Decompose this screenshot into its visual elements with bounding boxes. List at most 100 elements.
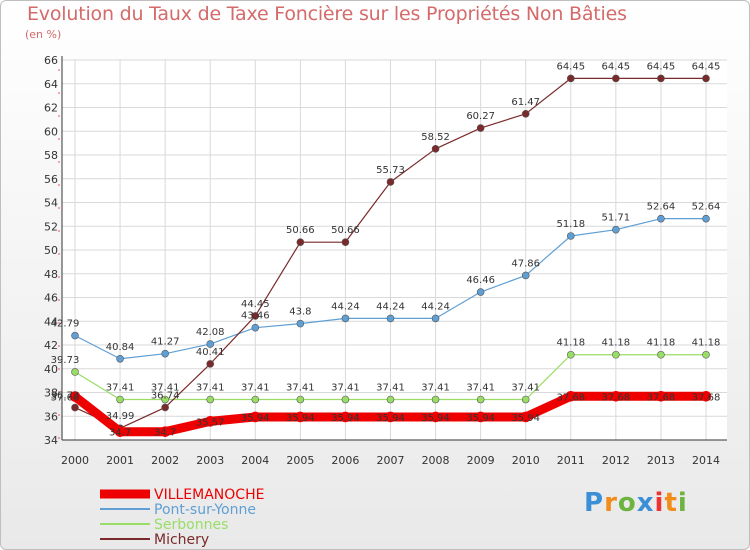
data-point xyxy=(702,350,710,359)
data-point xyxy=(206,395,215,404)
data-label: 34.99 xyxy=(106,411,135,422)
data-label: 36.74 xyxy=(151,390,180,401)
data-label: 52.64 xyxy=(647,202,676,213)
data-point xyxy=(476,288,485,296)
x-tick-label: 2007 xyxy=(377,454,405,467)
data-label: 35.94 xyxy=(466,413,495,424)
data-label: 55.73 xyxy=(376,165,405,176)
data-point xyxy=(341,238,350,246)
data-label: 37.41 xyxy=(421,383,450,394)
x-tick-label: 2006 xyxy=(331,454,359,467)
data-point xyxy=(476,124,485,132)
x-tick-label: 2003 xyxy=(196,454,224,467)
data-label: 51.18 xyxy=(556,219,585,230)
legend-label: Serbonnes xyxy=(154,517,228,533)
data-label: 41.18 xyxy=(602,338,631,349)
x-tick-label: 2011 xyxy=(557,454,585,467)
x-tick-label: 2000 xyxy=(61,454,89,467)
x-tick-label: 2008 xyxy=(422,454,450,467)
data-point xyxy=(657,74,665,83)
data-point xyxy=(702,214,710,223)
legend-label: Michery xyxy=(154,532,209,548)
data-label: 44.24 xyxy=(421,301,450,312)
data-point xyxy=(116,354,124,363)
data-point xyxy=(251,312,260,320)
data-label: 64.45 xyxy=(602,61,631,72)
data-label: 41.18 xyxy=(692,338,721,349)
data-point xyxy=(204,416,216,427)
y-tick-label: 50 xyxy=(44,244,58,257)
data-label: 39.73 xyxy=(51,355,80,366)
data-label: 60.27 xyxy=(466,111,495,122)
data-label: 42.79 xyxy=(51,319,80,330)
y-tick-label: 44 xyxy=(44,315,58,328)
data-label: 61.47 xyxy=(511,97,540,108)
data-point xyxy=(341,395,350,404)
proxiti-logo: Proxiti xyxy=(584,488,688,518)
data-point xyxy=(114,426,126,437)
x-tick-label: 2012 xyxy=(602,454,630,467)
data-point xyxy=(159,426,171,437)
x-tick-label: 2013 xyxy=(647,454,675,467)
data-point xyxy=(521,109,530,118)
data-label: 64.45 xyxy=(556,61,585,72)
data-label: 35.94 xyxy=(331,413,360,424)
data-label: 37.41 xyxy=(241,383,270,394)
data-label: 43.8 xyxy=(289,307,311,318)
data-label: 42.08 xyxy=(196,327,225,338)
data-point xyxy=(71,403,79,412)
data-label: 41.18 xyxy=(647,338,676,349)
data-point xyxy=(431,314,440,323)
data-point xyxy=(521,395,530,404)
y-tick-label: 38 xyxy=(44,387,58,400)
data-point xyxy=(206,360,215,368)
data-point xyxy=(251,395,260,404)
data-label: 37.68 xyxy=(602,392,631,403)
data-point xyxy=(71,368,79,376)
data-point xyxy=(249,411,261,423)
data-label: 50.66 xyxy=(286,225,315,236)
chart-title: Evolution du Taux de Taxe Foncière sur l… xyxy=(27,3,627,25)
y-tick-label: 36 xyxy=(44,410,58,423)
data-point xyxy=(612,350,620,359)
data-point xyxy=(161,395,169,404)
data-point xyxy=(296,395,305,404)
data-label: 35.94 xyxy=(286,413,315,424)
legend-label: VILLEMANOCHE xyxy=(154,487,264,503)
data-point xyxy=(161,349,169,358)
data-point xyxy=(386,395,395,404)
data-label: 37.41 xyxy=(466,383,495,394)
data-label: 40.84 xyxy=(106,342,135,353)
data-point xyxy=(700,390,712,402)
data-label: 64.45 xyxy=(647,61,676,72)
x-tick-label: 2009 xyxy=(467,454,495,467)
data-label: 35.94 xyxy=(241,413,270,424)
data-point xyxy=(612,74,620,83)
y-tick-label: 46 xyxy=(44,292,58,305)
y-tick-label: 62 xyxy=(44,102,58,115)
data-label: 37.41 xyxy=(196,383,225,394)
data-point xyxy=(161,403,169,412)
data-point xyxy=(116,395,124,404)
data-label: 37.41 xyxy=(376,383,405,394)
data-point xyxy=(431,145,440,153)
data-point xyxy=(566,232,575,240)
x-tick-label: 2001 xyxy=(106,454,134,467)
data-label: 43.46 xyxy=(241,311,270,322)
data-label: 37.41 xyxy=(286,383,315,394)
data-point xyxy=(657,350,665,359)
data-label: 34.7 xyxy=(154,428,176,439)
x-tick-label: 2010 xyxy=(512,454,540,467)
x-tick-label: 2005 xyxy=(286,454,314,467)
data-point xyxy=(251,323,260,332)
data-label: 41.18 xyxy=(556,338,585,349)
y-tick-label: 54 xyxy=(44,197,58,210)
data-point xyxy=(71,331,79,340)
legend-label: Pont-sur-Yonne xyxy=(154,502,256,518)
data-label: 47.86 xyxy=(511,258,540,269)
y-tick-label: 42 xyxy=(44,339,58,352)
data-point xyxy=(565,390,577,402)
data-label: 37.41 xyxy=(151,383,180,394)
data-label: 37.41 xyxy=(511,383,540,394)
y-tick-label: 60 xyxy=(44,125,58,138)
